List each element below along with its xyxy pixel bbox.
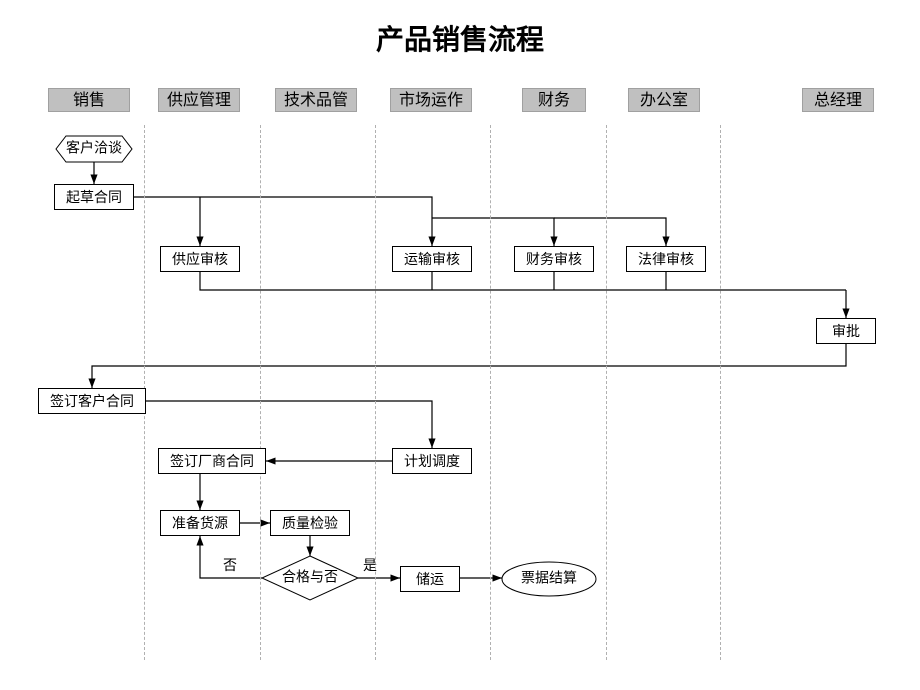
lane-divider-4: [606, 125, 607, 660]
svg-text:否: 否: [223, 559, 237, 574]
node-n3: 供应审核: [160, 246, 240, 272]
node-n14: 储运: [400, 566, 460, 592]
node-n7: 审批: [816, 318, 876, 344]
lane-divider-5: [720, 125, 721, 660]
node-n5: 财务审核: [514, 246, 594, 272]
node-n6: 法律审核: [626, 246, 706, 272]
edge-3: [432, 218, 554, 246]
lane-header-5: 办公室: [628, 88, 700, 112]
lane-divider-1: [260, 125, 261, 660]
edge-11: [146, 401, 432, 448]
chart-title: 产品销售流程: [0, 18, 920, 58]
node-n9: 计划调度: [392, 448, 472, 474]
node-n12: 质量检验: [270, 510, 350, 536]
lane-header-6: 总经理: [802, 88, 874, 112]
lane-divider-2: [375, 125, 376, 660]
node-n4: 运输审核: [392, 246, 472, 272]
edge-10: [92, 344, 846, 388]
svg-text:客户洽谈: 客户洽谈: [66, 140, 122, 157]
flowchart-canvas: 产品销售流程 是否 客户洽谈合格与否票据结算 销售供应管理技术品管市场运作财务办…: [0, 0, 920, 690]
node-n11: 准备货源: [160, 510, 240, 536]
lane-header-3: 市场运作: [390, 88, 472, 112]
node-n10: 签订厂商合同: [158, 448, 266, 474]
edge-1: [134, 197, 432, 246]
lane-header-2: 技术品管: [275, 88, 357, 112]
node-n8: 签订客户合同: [38, 388, 146, 414]
svg-text:票据结算: 票据结算: [521, 571, 577, 587]
edge-17: [200, 536, 262, 578]
svg-text:合格与否: 合格与否: [282, 570, 338, 586]
lane-header-4: 财务: [522, 88, 586, 112]
edge-5: [200, 272, 846, 290]
lane-header-1: 供应管理: [158, 88, 240, 112]
lane-header-0: 销售: [48, 88, 130, 112]
node-n2: 起草合同: [54, 184, 134, 210]
lane-divider-3: [490, 125, 491, 660]
edge-4: [554, 218, 666, 246]
